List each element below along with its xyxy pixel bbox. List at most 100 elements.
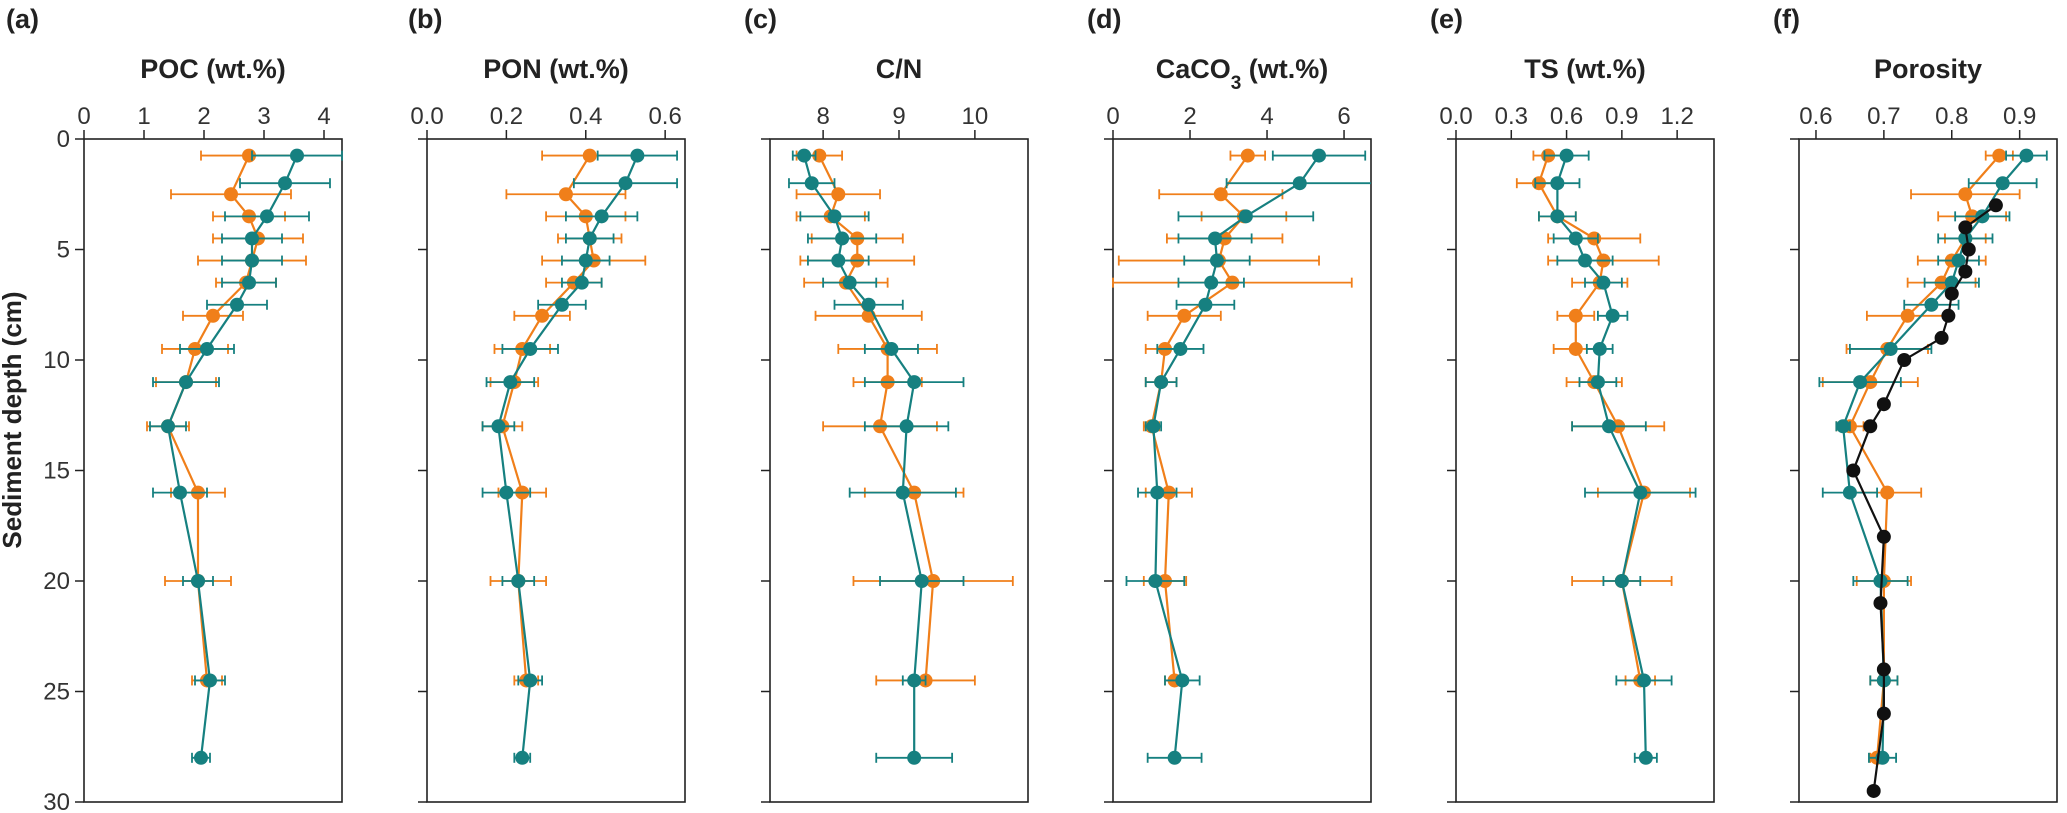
data-point [1876,397,1891,412]
data-point [1148,574,1163,588]
y-tick-label: 25 [43,679,70,706]
data-point [242,275,256,290]
series-line [1556,155,1647,758]
data-point [503,375,518,390]
data-point [1995,176,2010,191]
data-point [907,375,922,390]
data-point [1204,275,1219,290]
data-point [907,750,922,765]
x-tick-label: 1 [137,103,150,130]
data-point [230,297,244,312]
data-point [1988,198,2003,213]
data-point [831,253,846,268]
data-point [1941,308,1956,323]
data-point [907,673,922,688]
panel-title: PON (wt.%) [483,54,629,84]
data-point [191,574,205,588]
data-point [1638,750,1653,765]
series-line [803,155,923,758]
panel-letter: (b) [408,4,442,34]
y-tick-label: 0 [57,126,70,153]
data-point [511,574,526,588]
x-tick-label: 0 [1106,103,1119,130]
panel-title: TS (wt.%) [1524,54,1646,84]
panel-title: CaCO3 (wt.%) [1156,54,1329,94]
data-point [515,750,530,765]
data-point [1958,231,1973,246]
x-tick-label: 0.6 [1799,103,1832,130]
data-point [574,275,589,290]
x-tick-label: 0.6 [1550,103,1583,130]
data-point [290,148,304,163]
data-point [245,253,259,268]
plot-frame [426,138,686,803]
data-point [1866,783,1881,798]
series-black [1846,198,2003,798]
data-point [224,187,238,202]
data-point [1177,308,1192,323]
x-tick-label: 0.2 [490,103,523,130]
x-tick-label: 2 [1183,103,1196,130]
data-point [203,673,217,688]
data-point [1863,419,1878,434]
series-line [1841,154,2028,758]
data-point [1601,419,1616,434]
x-tick-label: 0.9 [1605,103,1638,130]
data-point [554,297,569,312]
data-point [260,209,274,224]
data-point [1312,148,1327,163]
data-point [1636,673,1651,688]
data-point [1958,264,1973,279]
data-point [630,148,645,163]
data-point [1590,375,1605,390]
x-tick-label: 2 [197,103,210,130]
x-tick-label: 3 [257,103,270,130]
series-line [166,155,299,758]
data-point [1596,275,1611,290]
x-tick-label: 9 [892,103,905,130]
data-point [1853,375,1868,390]
x-tick-label: 0.7 [1867,103,1900,130]
x-tick-label: 0.8 [1935,103,1968,130]
series-line [1152,154,1320,758]
x-tick-label: 0.6 [648,103,681,130]
panel-letter: (e) [1430,4,1463,34]
y-tick-label: 20 [43,568,70,595]
data-point [179,375,193,390]
data-point [1883,341,1898,356]
data-point [1951,253,1966,268]
data-point [827,209,842,224]
data-point [1209,253,1224,268]
series-line [1150,154,1249,681]
panel-0: (a) POC (wt.%) 0 1 2 3 4 0 5 10 15 20 25 30 [6,4,343,813]
data-point [1578,253,1592,268]
x-tick-label: 0.0 [1439,103,1472,130]
data-point [594,209,609,224]
data-point [861,297,876,312]
data-point [1175,673,1190,688]
data-point [2019,148,2034,163]
data-point [831,187,846,202]
data-point [1292,176,1307,191]
series-orange [1821,148,2021,765]
data-point [899,419,914,434]
panel-3: (d) CaCO3 (wt.%) 0 2 4 6 [1087,4,1372,803]
x-tick-label: 10 [962,103,989,130]
data-point [1633,485,1648,500]
data-point [200,341,214,356]
data-point [1167,750,1182,765]
panel-1: (b) PON (wt.%) 0.0 0.2 0.4 0.6 [408,4,686,803]
series-teal [149,148,343,765]
series-teal [1534,148,1697,765]
data-point [1873,596,1888,611]
data-point [1550,176,1565,191]
data-point [1238,209,1253,224]
data-point [1876,662,1891,677]
data-point [1873,574,1888,588]
data-point [578,253,593,268]
data-point [161,419,175,434]
data-point [1592,341,1607,356]
data-point [1846,463,1861,478]
data-point [582,148,597,163]
